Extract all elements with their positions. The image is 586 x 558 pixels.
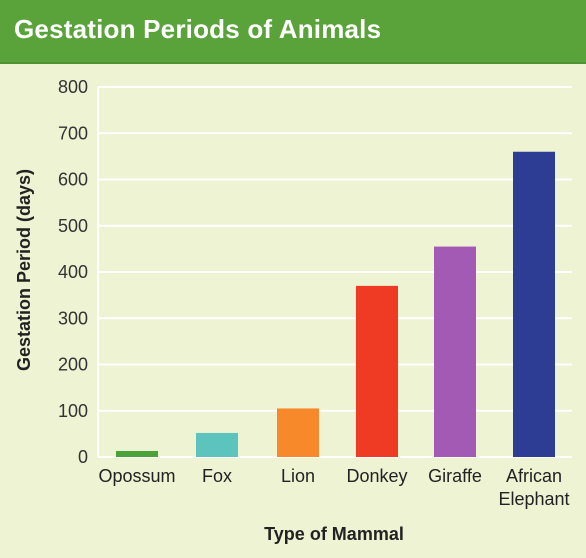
x-category-label: African xyxy=(506,466,562,486)
y-tick-label: 200 xyxy=(58,355,88,375)
y-tick-label: 100 xyxy=(58,401,88,421)
bar-lion xyxy=(277,408,319,457)
bar-giraffe xyxy=(434,246,476,457)
x-category-label: Lion xyxy=(281,466,315,486)
x-category-label: Fox xyxy=(202,466,232,486)
x-category-label: Donkey xyxy=(346,466,407,486)
x-category-label: Giraffe xyxy=(428,466,482,486)
bars xyxy=(116,151,555,457)
x-axis-title: Type of Mammal xyxy=(264,524,404,544)
bar-donkey xyxy=(356,285,398,457)
bar-african-elephant xyxy=(513,151,555,457)
bar-opossum xyxy=(116,450,158,457)
y-tick-label: 800 xyxy=(58,77,88,97)
y-tick-label: 600 xyxy=(58,170,88,190)
y-tick-label: 0 xyxy=(78,447,88,467)
y-tick-label: 300 xyxy=(58,308,88,328)
y-tick-labels: 0 100 200 300 400 500 600 700 800 xyxy=(58,77,88,467)
gridlines xyxy=(97,86,572,458)
y-tick-label: 700 xyxy=(58,123,88,143)
y-axis-title: Gestation Period (days) xyxy=(14,169,34,371)
title-bar: Gestation Periods of Animals xyxy=(0,0,586,62)
bar-fox xyxy=(196,432,238,457)
y-tick-label: 400 xyxy=(58,262,88,282)
x-category-labels: Opossum Fox Lion Donkey Giraffe African Elepha… xyxy=(98,466,569,509)
y-tick-label: 500 xyxy=(58,216,88,236)
x-category-label: Opossum xyxy=(98,466,175,486)
x-category-label: Elephant xyxy=(498,489,569,509)
chart-title: Gestation Periods of Animals xyxy=(14,14,382,44)
